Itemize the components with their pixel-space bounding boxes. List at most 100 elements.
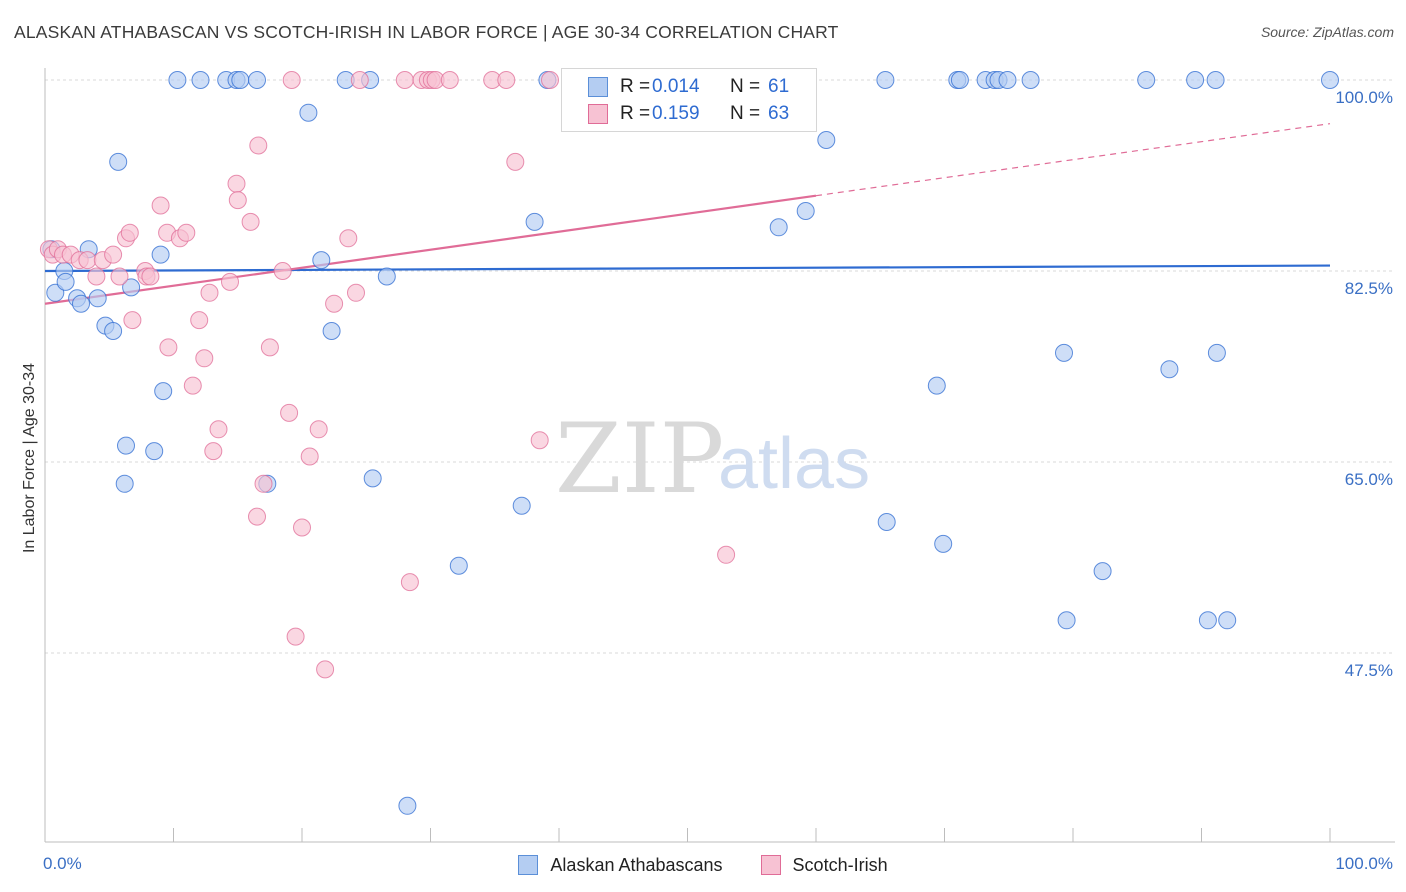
blue-point (877, 513, 896, 531)
legend-r-value-blue: 0.014 (652, 76, 700, 97)
blue-point (377, 267, 396, 286)
blue-point (998, 71, 1017, 89)
y-tick-label: 65.0% (1345, 470, 1393, 489)
pink-point (123, 311, 142, 330)
blue-point (1198, 611, 1217, 630)
blue-point (817, 131, 836, 149)
y-tick-label: 47.5% (1345, 661, 1393, 680)
blue-point (109, 152, 128, 171)
pink-point (141, 267, 160, 286)
pink-point (350, 71, 369, 89)
blue-point (231, 71, 250, 89)
pink-point (190, 311, 209, 330)
chart-title: ALASKAN ATHABASCAN VS SCOTCH-IRISH IN LA… (14, 22, 839, 42)
pink-point (280, 403, 299, 422)
pink-point (282, 71, 301, 89)
grid-lines (45, 79, 1395, 654)
pink-point (204, 442, 223, 461)
source-credit: Source: ZipAtlas.com (1260, 24, 1394, 40)
pink-point (254, 474, 273, 493)
series-swatch-blue (518, 855, 539, 875)
blue-point (299, 103, 318, 122)
pink-point (325, 294, 344, 313)
pink-point (293, 518, 311, 537)
pink-point (541, 71, 559, 89)
pink-point (221, 272, 239, 291)
y-tick-label: 82.5% (1345, 279, 1393, 298)
blue-point (1160, 360, 1179, 379)
blue-point (449, 556, 468, 575)
blue-point (322, 322, 341, 340)
pink-point (395, 71, 414, 89)
legend-n-value-blue: 61 (768, 76, 790, 97)
pink-point (273, 262, 292, 280)
pink-point (120, 223, 139, 242)
legend-r-value-pink: 0.159 (652, 103, 700, 124)
pink-point (87, 267, 106, 286)
blue-point (950, 71, 969, 89)
series-legend-item-blue[interactable]: Alaskan Athabascans (518, 852, 723, 878)
blue-trend-line (44, 264, 1331, 273)
axes (44, 68, 1395, 843)
blue-point (796, 202, 815, 220)
pink-point (228, 191, 247, 210)
pink-point (339, 229, 358, 248)
series-swatch-pink (760, 855, 781, 875)
pink-point (248, 507, 266, 526)
blue-point (117, 436, 135, 455)
blue-point (154, 382, 173, 401)
pink-point (497, 71, 516, 89)
blue-point (525, 212, 544, 231)
pink-point (530, 431, 549, 450)
pink-point (110, 267, 129, 286)
legend-n-label-pink: N = (730, 103, 761, 124)
x-tick-label: 100.0% (1335, 854, 1393, 873)
pink-point (249, 136, 268, 155)
blue-point (512, 496, 531, 515)
data-points (39, 71, 1339, 815)
pink-point (506, 152, 525, 171)
pink-point (316, 660, 335, 679)
pink-point (104, 245, 123, 264)
pink-point (195, 349, 214, 368)
blue-point (1021, 71, 1040, 89)
trend-lines (44, 123, 1331, 305)
blue-point (104, 322, 123, 340)
y-tick-label: 100.0% (1335, 88, 1393, 107)
blue-point (398, 796, 417, 815)
watermark-zip: ZIP (555, 403, 724, 515)
blue-point (1055, 343, 1073, 362)
pink-point (183, 376, 202, 395)
pink-point (151, 196, 170, 215)
pink-point (78, 251, 97, 270)
blue-point (312, 251, 331, 270)
pink-point (440, 71, 459, 89)
blue-point (876, 71, 895, 89)
blue-point (1207, 343, 1226, 362)
blue-point (72, 294, 90, 313)
pink-point (209, 420, 228, 439)
pink-point (260, 338, 279, 357)
blue-point (1321, 71, 1339, 89)
pink-trend-extension (815, 123, 1331, 197)
legend-r-label-pink: R = (620, 103, 651, 124)
blue-point (88, 289, 107, 308)
pink-point (300, 447, 319, 466)
watermark-atlas: atlas (718, 424, 870, 504)
pink-point (200, 283, 219, 302)
blue-point (122, 278, 141, 297)
pink-point (241, 212, 260, 231)
legend-n-value-pink: 63 (768, 103, 790, 124)
blue-point (1093, 562, 1112, 581)
y-axis-label: In Labor Force | Age 30-34 (21, 363, 38, 553)
stats-legend: R = 0.014 N = 61 R = 0.159 N = 63 (561, 68, 817, 132)
legend-swatch-blue (588, 77, 608, 97)
series-legend-item-pink[interactable]: Scotch-Irish (760, 852, 888, 878)
x-tick-label: 0.0% (43, 854, 82, 873)
blue-point (151, 245, 170, 264)
pink-point (227, 174, 246, 193)
blue-point (769, 218, 788, 237)
blue-point (1186, 71, 1205, 89)
legend-r-label-blue: R = (620, 76, 651, 97)
